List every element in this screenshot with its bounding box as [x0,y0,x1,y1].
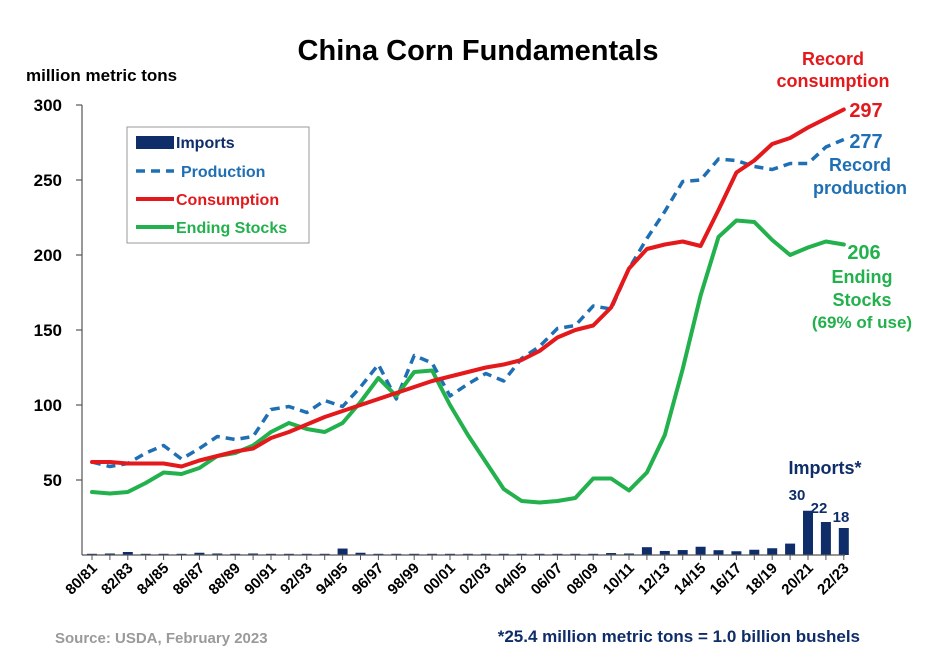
legend: Imports Production Consumption Ending St… [126,126,310,244]
x-tick-label: 88/89 [205,560,244,599]
x-tick-label: 90/91 [241,560,280,599]
x-tick-label: 14/15 [671,560,710,599]
legend-consumption-label: Consumption [176,192,279,209]
x-tick-label: 16/17 [707,560,746,599]
x-tick-label: 94/95 [313,560,352,599]
imports-title: Imports* [788,458,861,478]
record-consumption-line2: consumption [777,71,890,91]
production-end-value: 277 [849,131,882,153]
y-tick-label: 100 [34,396,62,415]
import-bar [749,549,760,555]
import-bar [713,550,724,555]
x-tick-label: 84/85 [134,560,173,599]
x-tick-label: 08/09 [563,560,602,599]
source-note: Source: USDA, February 2023 [55,630,268,647]
import-bar [248,553,259,555]
series-lines [90,107,846,505]
import-bar [641,547,652,555]
x-axis: 80/8182/8384/8586/8788/8990/9192/9394/95… [62,555,853,599]
import-bar [606,553,617,555]
import-bar [624,553,634,555]
consumption-line [90,107,846,469]
import-value-label-3: 18 [833,509,850,526]
y-tick-label: 200 [34,246,62,265]
chart-title: China Corn Fundamentals [298,35,659,67]
import-bar [194,552,205,555]
x-tick-label: 80/81 [62,560,101,599]
import-bar [767,548,778,555]
record-consumption-line1: Record [802,49,864,69]
stocks-line2: Stocks [832,290,891,310]
import-bar [104,553,115,555]
y-tick-label: 50 [43,471,62,490]
import-bar [731,551,742,555]
x-tick-label: 04/05 [492,560,531,599]
stocks-end-value: 206 [847,242,880,264]
y-axis-label: million metric tons [26,66,177,85]
import-bar [820,522,831,555]
import-bar [355,552,366,555]
x-tick-label: 00/01 [420,560,459,599]
stocks-line1: Ending [832,267,893,287]
x-tick-label: 82/83 [98,560,137,599]
x-tick-label: 98/99 [384,560,423,599]
x-tick-label: 10/11 [600,560,638,598]
x-tick-label: 20/21 [778,560,817,599]
x-tick-label: 92/93 [277,560,316,599]
import-bar [838,528,849,555]
x-tick-label: 96/97 [349,560,388,599]
y-tick-label: 250 [34,171,62,190]
footnote: *25.4 million metric tons = 1.0 billion … [498,627,860,646]
record-production-line1: Record [829,155,891,175]
import-value-label-2: 22 [811,500,828,517]
legend-imports-swatch [136,136,174,149]
y-tick-label: 150 [34,321,62,340]
x-tick-label: 18/19 [742,560,781,599]
consumption-end-value: 297 [849,100,882,122]
import-bar [803,510,813,555]
stocks-line3: (69% of use) [812,313,912,332]
x-tick-label: 12/13 [635,560,674,599]
imports-bars [87,510,849,555]
x-tick-label: 22/23 [814,560,853,599]
y-axis: 50 100 150 200 250 300 [34,96,82,490]
import-bar [677,550,688,555]
import-bar [785,543,796,555]
legend-production-label: Production [181,164,265,181]
import-bar [695,546,706,555]
import-bar [659,550,670,555]
x-tick-label: 02/03 [456,560,495,599]
x-tick-label: 06/07 [528,560,567,599]
import-bar [122,552,133,555]
legend-stocks-label: Ending Stocks [176,220,287,237]
import-bar [212,553,223,555]
import-bar [337,548,348,555]
y-tick-label: 300 [34,96,62,115]
x-tick-label: 86/87 [170,560,209,599]
legend-imports-label: Imports [176,135,235,152]
import-value-label-1: 30 [789,487,806,504]
production-line [91,137,845,469]
record-production-line2: production [813,178,907,198]
